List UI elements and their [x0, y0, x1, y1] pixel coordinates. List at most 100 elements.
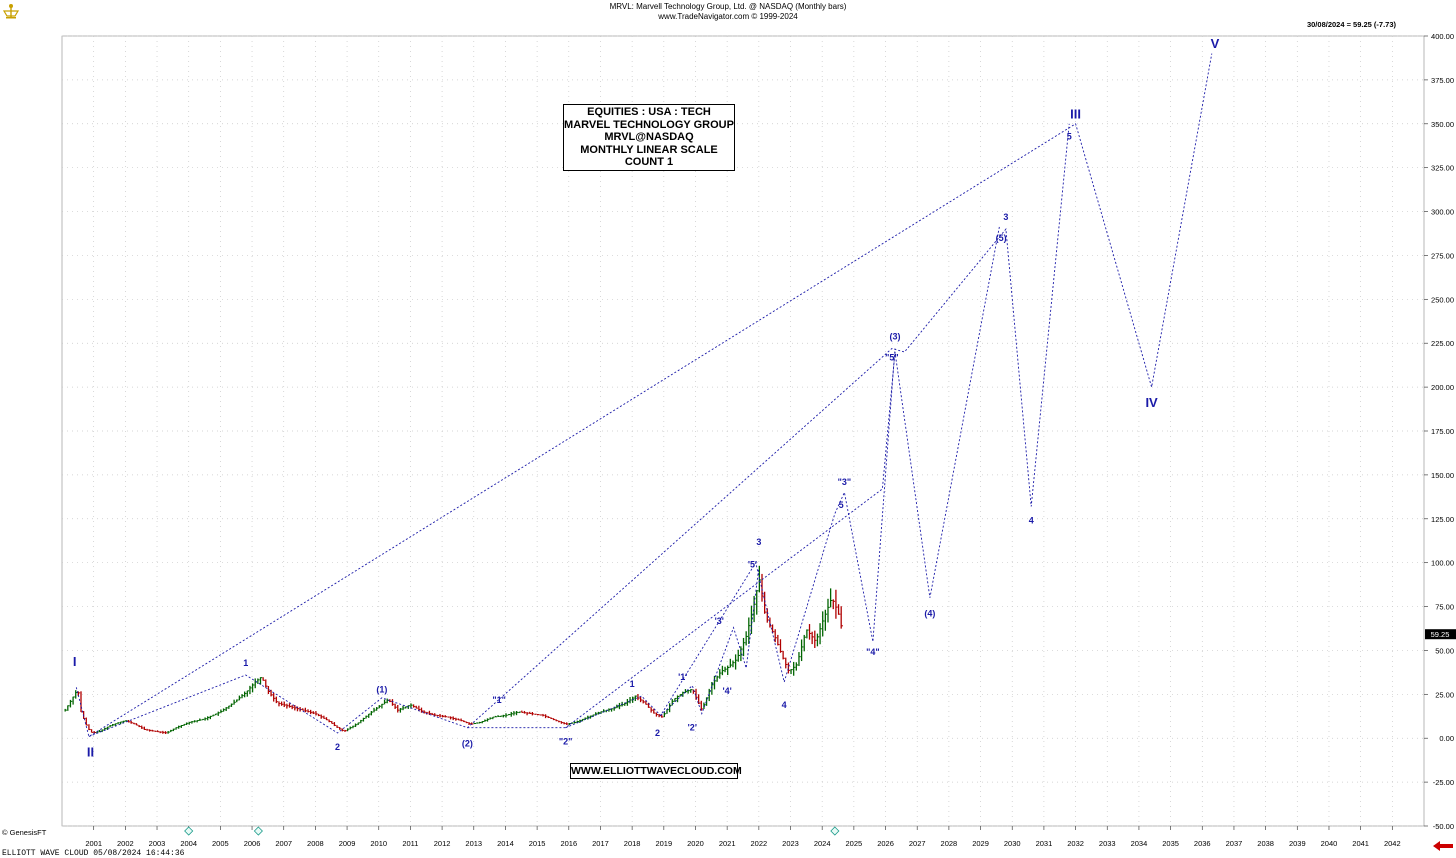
x-tick-label: 2017 — [592, 839, 609, 848]
wave-line-minor — [467, 225, 1001, 729]
x-tick-label: 2006 — [244, 839, 261, 848]
x-tick-label: 2001 — [85, 839, 102, 848]
x-tick-label: 2028 — [941, 839, 958, 848]
x-tick-label: 2030 — [1004, 839, 1021, 848]
chart-subtitle: www.TradeNavigator.com © 1999-2024 — [658, 12, 798, 21]
wave-label: "5" — [885, 353, 899, 363]
x-tick-label: 2021 — [719, 839, 736, 848]
scroll-right-arrow-icon[interactable] — [1432, 840, 1454, 852]
price-bars — [64, 565, 843, 735]
wave-label: 5 — [839, 500, 844, 510]
info-box: EQUITIES : USA : TECH MARVEL TECHNOLOGY … — [563, 104, 735, 171]
wave-label: '4' — [723, 686, 732, 696]
y-tick-label: 350.00 — [1431, 120, 1454, 129]
wave-label: "3" — [838, 477, 852, 487]
dividend-marker-icon — [830, 826, 840, 836]
x-tick-label: 2032 — [1067, 839, 1084, 848]
y-tick-label: 200.00 — [1431, 383, 1454, 392]
x-tick-label: 2036 — [1194, 839, 1211, 848]
x-tick-label: 2023 — [782, 839, 799, 848]
y-tick-label: 125.00 — [1431, 515, 1454, 524]
wave-label: '1' — [678, 672, 687, 682]
x-tick-label: 2011 — [402, 839, 418, 848]
last-price-readout: 30/08/2024 = 59.25 (-7.73) — [1306, 20, 1396, 29]
x-tick-label: 2035 — [1162, 839, 1179, 848]
wave-label: (2) — [462, 738, 473, 748]
info-line: MONTHLY LINEAR SCALE — [580, 143, 718, 156]
wave-line-intermediate — [88, 123, 1070, 737]
footer-status: ELLIOTT WAVE CLOUD 05/08/2024 16:44:36 — [2, 849, 185, 858]
info-line: MARVEL TECHNOLOGY GROUP — [564, 118, 734, 131]
x-tick-label: 2016 — [560, 839, 577, 848]
wave-label: 4 — [1029, 516, 1034, 526]
x-tick-label: 2042 — [1384, 839, 1401, 848]
website-url: WWW.ELLIOTTWAVECLOUD.COM — [570, 763, 742, 779]
x-tick-label: 2004 — [180, 839, 197, 848]
y-tick-label: -50.00 — [1433, 822, 1454, 831]
wave-label: (5) — [996, 233, 1007, 243]
chart-title: MRVL: Marvell Technology Group, Ltd. @ N… — [609, 2, 847, 11]
wave-label: 1 — [243, 658, 248, 668]
x-tick-label: 2039 — [1289, 839, 1306, 848]
wave-label: V — [1211, 36, 1220, 51]
y-tick-label: 0.00 — [1439, 734, 1454, 743]
wave-label: I — [73, 654, 77, 669]
x-tick-label: 2010 — [370, 839, 387, 848]
wave-label: 2 — [335, 742, 340, 752]
x-tick-label: 2003 — [149, 839, 166, 848]
x-tick-label: 2009 — [339, 839, 356, 848]
wave-label: IV — [1145, 395, 1158, 410]
wave-label: 3 — [1003, 212, 1008, 222]
wave-line-primary — [75, 53, 1213, 738]
y-tick-label: 150.00 — [1431, 471, 1454, 480]
x-tick-label: 2041 — [1352, 839, 1369, 848]
dividend-marker-icon — [184, 826, 194, 836]
x-tick-label: 2002 — [117, 839, 134, 848]
y-tick-label: 175.00 — [1431, 427, 1454, 436]
wave-label: (4) — [924, 609, 935, 619]
x-tick-label: 2033 — [1099, 839, 1116, 848]
y-tick-label: 100.00 — [1431, 559, 1454, 568]
wave-label: "2" — [559, 737, 573, 747]
info-line: MRVL@NASDAQ — [604, 131, 694, 143]
y-tick-label: -25.00 — [1433, 778, 1454, 787]
wave-label: 1 — [630, 679, 635, 689]
x-tick-label: 2026 — [877, 839, 894, 848]
x-tick-label: 2013 — [465, 839, 482, 848]
wave-label: '3' — [715, 616, 724, 626]
y-tick-label: 250.00 — [1431, 295, 1454, 304]
x-tick-label: 2034 — [1131, 839, 1148, 848]
y-tick-label: 25.00 — [1435, 690, 1454, 699]
y-tick-label: 375.00 — [1431, 76, 1454, 85]
x-tick-label: 2019 — [655, 839, 672, 848]
x-tick-label: 2031 — [1036, 839, 1053, 848]
wave-label: "1" — [492, 695, 506, 705]
info-line: COUNT 1 — [624, 156, 674, 168]
y-tick-label: 400.00 — [1431, 32, 1454, 41]
wave-label: '5' — [748, 560, 757, 570]
x-tick-label: 2018 — [624, 839, 641, 848]
y-tick-label: 325.00 — [1431, 164, 1454, 173]
elliott-wave-lines — [75, 53, 1213, 738]
x-tick-label: 2005 — [212, 839, 229, 848]
wave-label: 5 — [1067, 131, 1072, 141]
y-axis: 400.00 375.00 350.00 325.00 300.00 275.00 250.… — [1424, 32, 1456, 831]
price-tag-box — [1425, 629, 1456, 640]
x-tick-label: 2038 — [1257, 839, 1274, 848]
info-line: EQUITIES : USA : TECH — [587, 106, 711, 118]
price-tag-label: 59.25 — [1431, 630, 1450, 639]
y-tick-label: 300.00 — [1431, 208, 1454, 217]
y-tick-label: 50.00 — [1435, 646, 1454, 655]
wave-label: (1) — [376, 684, 387, 694]
x-tick-label: 2012 — [434, 839, 451, 848]
copyright: © GenesisFT — [2, 828, 47, 837]
dividend-marker-icon — [253, 826, 263, 836]
elliott-wave-labels: IIIIIIIVV12(1)(2)"1""2"12'1''2''3''4''5'… — [73, 36, 1220, 759]
x-tick-label: 2015 — [529, 839, 546, 848]
wave-label: II — [87, 744, 94, 759]
x-tick-label: 2014 — [497, 839, 514, 848]
x-tick-label: 2007 — [275, 839, 292, 848]
x-tick-label: 2024 — [814, 839, 831, 848]
wave-label: "4" — [866, 647, 880, 657]
